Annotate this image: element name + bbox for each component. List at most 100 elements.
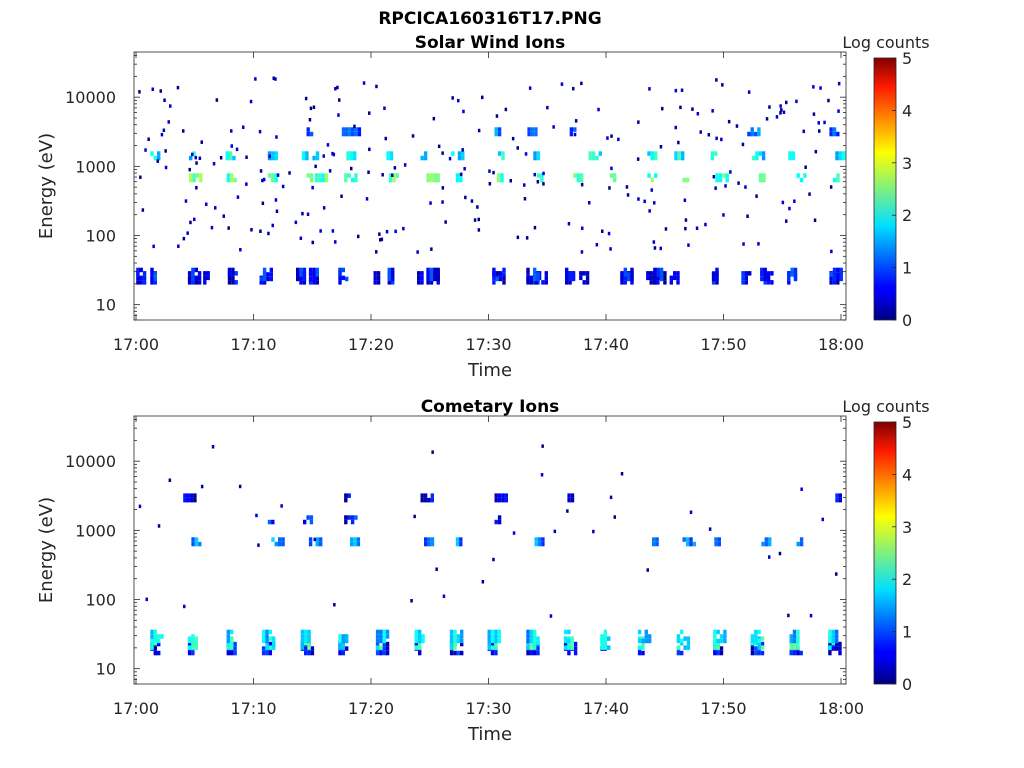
heatmap-cell bbox=[152, 244, 155, 249]
heatmap-cell bbox=[350, 519, 355, 525]
heatmap-cell bbox=[433, 177, 437, 183]
heatmap-cell bbox=[433, 272, 437, 277]
heatmap-cell bbox=[455, 177, 460, 183]
heatmap-cell bbox=[382, 641, 386, 647]
heatmap-cell bbox=[354, 173, 358, 178]
heatmap-cell bbox=[139, 175, 142, 179]
heatmap-cell bbox=[238, 484, 242, 489]
heatmap-cell bbox=[347, 493, 351, 498]
heatmap-cell bbox=[713, 638, 717, 644]
heatmap-cell bbox=[495, 114, 499, 118]
heatmap-cell bbox=[649, 280, 653, 285]
heatmap-cell bbox=[142, 280, 147, 285]
heatmap-cell bbox=[324, 173, 329, 178]
heatmap-cell bbox=[142, 275, 147, 281]
heatmap-cell bbox=[836, 173, 840, 178]
heatmap-cell bbox=[191, 638, 195, 644]
heatmap-cell bbox=[831, 646, 835, 651]
heatmap-cell bbox=[230, 144, 233, 148]
heatmap-cell bbox=[351, 127, 355, 132]
heatmap-cell bbox=[757, 127, 761, 132]
heatmap-cell bbox=[817, 121, 820, 125]
heatmap-cell bbox=[203, 275, 207, 281]
heatmap-cell bbox=[686, 640, 691, 646]
heatmap-cell bbox=[269, 272, 273, 277]
heatmap-cell bbox=[676, 645, 681, 650]
heatmap-cell bbox=[233, 177, 237, 183]
heatmap-cell bbox=[828, 629, 832, 635]
heatmap-cell bbox=[462, 109, 465, 114]
heatmap-cell bbox=[829, 272, 833, 277]
colorbar-label: Log counts bbox=[842, 33, 929, 52]
heatmap-cell bbox=[191, 272, 195, 277]
heatmap-cell bbox=[315, 267, 319, 273]
heatmap-cell bbox=[768, 555, 771, 559]
heatmap-cell bbox=[418, 638, 422, 644]
heatmap-cell bbox=[492, 170, 495, 175]
heatmap-cell bbox=[644, 638, 648, 644]
heatmap-cell bbox=[141, 208, 145, 212]
colorbar-tick-label: 2 bbox=[902, 206, 912, 225]
heatmap-cell bbox=[646, 271, 650, 276]
heatmap-cell bbox=[768, 105, 771, 109]
heatmap-cell bbox=[829, 280, 833, 285]
heatmap-cell bbox=[536, 280, 540, 285]
heatmap-cell bbox=[318, 173, 322, 178]
heatmap-cell bbox=[669, 275, 673, 281]
heatmap-cell bbox=[789, 645, 793, 650]
heatmap-cell bbox=[306, 212, 310, 216]
heatmap-cell bbox=[581, 226, 584, 230]
heatmap-cell bbox=[309, 177, 314, 183]
heatmap-cell bbox=[650, 188, 653, 192]
heatmap-cell bbox=[268, 154, 271, 159]
heatmap-cell bbox=[191, 267, 195, 273]
heatmap-cell bbox=[725, 173, 729, 178]
heatmap-cell bbox=[187, 641, 192, 647]
heatmap-cell bbox=[162, 128, 166, 132]
heatmap-cell bbox=[417, 280, 421, 285]
heatmap-cell bbox=[265, 650, 269, 656]
heatmap-cell bbox=[659, 267, 664, 273]
heatmap-cell bbox=[735, 124, 739, 128]
heatmap-cell bbox=[768, 541, 772, 547]
heatmap-cell bbox=[497, 629, 501, 635]
heatmap-cell bbox=[542, 171, 545, 176]
heatmap-cell bbox=[476, 205, 479, 209]
heatmap-cell bbox=[418, 650, 422, 656]
heatmap-cell bbox=[607, 231, 611, 236]
heatmap-cell bbox=[309, 515, 314, 520]
heatmap-cell bbox=[656, 272, 660, 277]
heatmap-cell bbox=[680, 638, 684, 644]
heatmap-cell bbox=[453, 629, 457, 635]
heatmap-cell bbox=[659, 272, 664, 277]
heatmap-cell bbox=[741, 271, 745, 276]
heatmap-cell bbox=[804, 165, 807, 169]
heatmap-cell bbox=[836, 177, 840, 183]
x-tick-label: 17:50 bbox=[700, 699, 746, 718]
heatmap-cell bbox=[526, 280, 530, 285]
heatmap-cell bbox=[652, 240, 656, 244]
heatmap-cell bbox=[167, 120, 170, 124]
heatmap-cell bbox=[533, 640, 537, 646]
heatmap-cell bbox=[677, 151, 682, 156]
heatmap-cell bbox=[713, 634, 717, 639]
heatmap-cell bbox=[193, 497, 197, 503]
heatmap-cell bbox=[836, 267, 840, 273]
heatmap-cell bbox=[790, 272, 794, 277]
heatmap-cell bbox=[802, 129, 805, 134]
heatmap-cell bbox=[153, 650, 157, 656]
heatmap-cell bbox=[536, 650, 540, 656]
heatmap-cell bbox=[470, 199, 474, 203]
heatmap-cell bbox=[157, 155, 161, 161]
heatmap-cell bbox=[187, 280, 192, 285]
heatmap-cell bbox=[720, 137, 723, 142]
heatmap-cell bbox=[609, 247, 612, 251]
heatmap-cell bbox=[757, 650, 761, 656]
heatmap-cell bbox=[814, 149, 818, 154]
heatmap-cell bbox=[177, 244, 180, 248]
heatmap-cell bbox=[570, 645, 574, 650]
heatmap-cell bbox=[567, 493, 571, 498]
heatmap-cell bbox=[319, 541, 323, 547]
heatmap-cell bbox=[455, 173, 460, 178]
heatmap-cell bbox=[420, 280, 424, 285]
